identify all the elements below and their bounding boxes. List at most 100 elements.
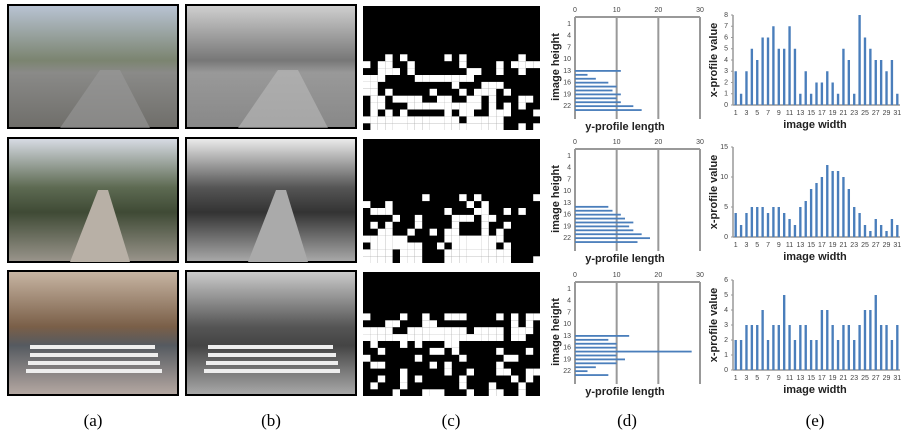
pixel [459,327,466,334]
bar [896,94,898,105]
y-tick-label: 4 [567,165,571,172]
pixel [430,389,437,396]
bar [783,295,785,370]
pixel [385,54,392,61]
pixel [518,54,525,61]
pixel [422,313,429,320]
pixel [363,82,370,89]
x-tick-label: 13 [796,375,804,382]
panel-label: (d) [617,411,637,430]
bar [575,78,596,80]
bar [575,86,617,88]
bar [751,207,753,237]
bar [575,82,608,84]
pixel [504,355,511,362]
y-tick-label: 3 [724,68,728,75]
bar [767,213,769,237]
bar [745,71,747,105]
pixel [452,123,459,130]
pixel [481,215,488,222]
x-tick-label: 23 [850,110,858,117]
pixel [370,89,377,96]
bar [810,94,812,105]
pixel [415,243,422,250]
pixel [444,54,451,61]
pixel [400,341,407,348]
y-axis-label: x-profile value [708,288,720,363]
pixel [422,334,429,341]
pixel [459,110,466,117]
x-tick-label: 11 [786,242,793,249]
bar [815,183,817,237]
x-tick-label: 20 [654,139,662,146]
pixel [489,103,496,110]
x-tick-label: 11 [786,110,793,117]
bar [831,171,833,237]
y-axis-label: x-profile value [708,23,720,98]
pixel [415,215,422,222]
pixel [474,123,481,130]
pixel [452,327,459,334]
pixel [474,89,481,96]
bar [575,101,621,103]
pixel [533,256,540,263]
pixel [370,103,377,110]
bar [821,177,823,237]
pixel [518,327,525,334]
pixel [452,256,459,263]
pixel [504,369,511,376]
x-tick-label: 23 [850,242,858,249]
pixel [518,334,525,341]
pixel [489,89,496,96]
pixel [393,389,400,396]
y-tick-label: 0 [724,102,728,109]
pixel [430,75,437,82]
x-tick-label: 21 [840,110,848,117]
pixel [526,376,533,383]
y-tick-label: 4 [567,298,571,305]
y-tick-label: 4 [724,57,728,64]
pixel [378,229,385,236]
pixel [481,243,488,250]
pixel [407,68,414,75]
bar [788,219,790,237]
pixel [437,243,444,250]
pixel [437,389,444,396]
x-tick-label: 25 [861,110,869,117]
y-tick-label: 19 [563,91,571,98]
pixel [378,103,385,110]
pixel [370,334,377,341]
bar [575,226,629,228]
pixel [444,327,451,334]
pixel [378,334,385,341]
pixel [452,313,459,320]
bar [767,38,769,106]
pixel [526,320,533,327]
bar [575,214,621,216]
x-axis-label: y-profile length [585,386,665,398]
pixel [363,249,370,256]
pixel [385,249,392,256]
pixel [452,222,459,229]
bar [575,343,617,345]
pixel [385,116,392,123]
bar [772,207,774,237]
pixel [378,116,385,123]
pixel [504,249,511,256]
pixel [467,256,474,263]
pixel [363,61,370,68]
bar [575,97,617,99]
bar [875,60,877,105]
bar [880,325,882,370]
pixel [444,249,451,256]
pixel [378,327,385,334]
y-tick-label: 0 [724,234,728,241]
bar [858,325,860,370]
pixel [481,89,488,96]
pixel [518,68,525,75]
pixel [526,327,533,334]
pixel [437,327,444,334]
pixel [370,208,377,215]
pixel [474,243,481,250]
pixel [370,82,377,89]
